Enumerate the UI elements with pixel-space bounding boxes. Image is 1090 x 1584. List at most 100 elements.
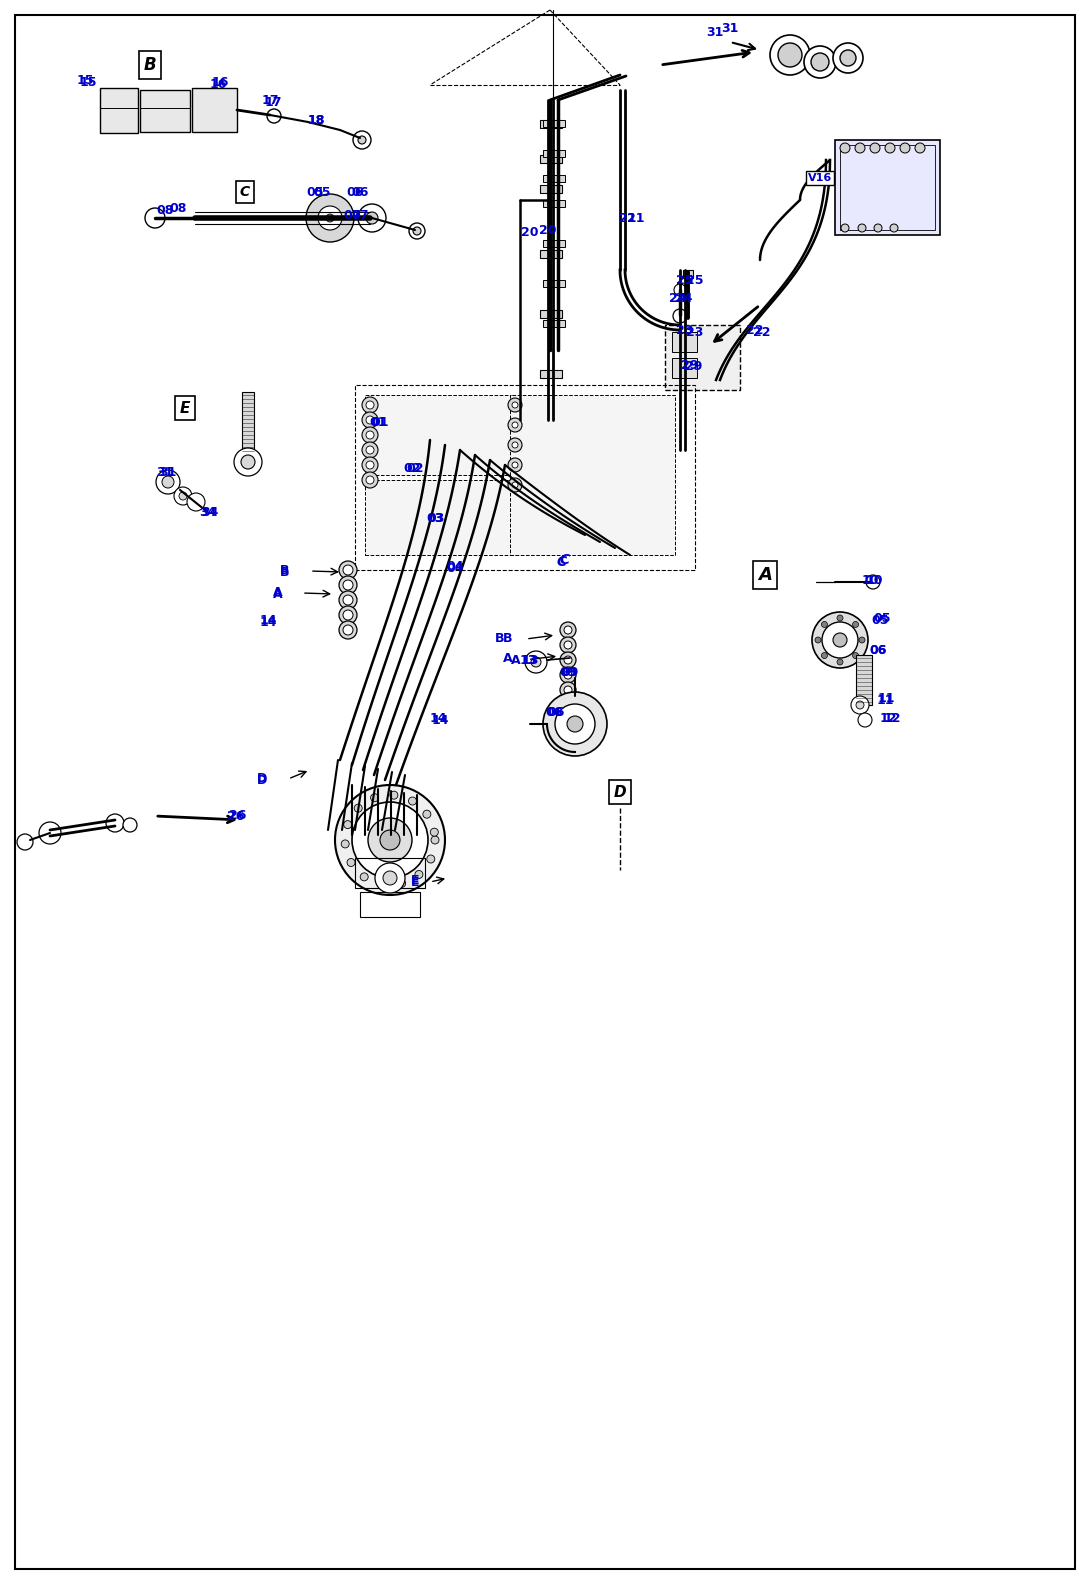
Bar [543, 150, 565, 157]
Circle shape [366, 417, 374, 425]
Text: A: A [758, 565, 772, 584]
Circle shape [560, 637, 576, 653]
Circle shape [366, 212, 378, 223]
Circle shape [512, 402, 518, 409]
Circle shape [398, 879, 405, 887]
Circle shape [778, 43, 802, 67]
Circle shape [812, 611, 868, 668]
Bar [543, 320, 565, 326]
Text: 14: 14 [259, 616, 277, 629]
Text: V16: V16 [808, 173, 832, 184]
Bar [192, 89, 237, 131]
Bar [540, 120, 562, 128]
Circle shape [837, 615, 843, 621]
Circle shape [508, 439, 522, 451]
Bar [355, 385, 695, 570]
Circle shape [841, 223, 849, 231]
Text: 05: 05 [871, 613, 888, 627]
Text: 15: 15 [76, 73, 94, 87]
Text: 05: 05 [873, 611, 891, 624]
Circle shape [508, 478, 522, 493]
Text: 05: 05 [313, 185, 330, 198]
Circle shape [267, 109, 281, 124]
Text: 31: 31 [722, 22, 739, 35]
Text: B: B [504, 632, 512, 645]
Circle shape [106, 814, 124, 832]
Text: 16: 16 [209, 78, 227, 90]
Circle shape [858, 713, 872, 727]
Circle shape [366, 461, 374, 469]
Text: 09: 09 [561, 665, 579, 678]
Circle shape [865, 575, 880, 589]
Text: 13: 13 [519, 654, 536, 667]
Text: C: C [560, 553, 570, 567]
Text: 20: 20 [540, 223, 557, 236]
Text: 06: 06 [545, 705, 562, 719]
Text: A: A [274, 586, 282, 599]
Circle shape [852, 653, 859, 659]
Circle shape [326, 214, 334, 222]
Bar [543, 200, 565, 208]
Circle shape [343, 821, 352, 828]
Text: C: C [240, 185, 250, 200]
Circle shape [341, 840, 349, 847]
Circle shape [431, 828, 438, 836]
Text: 09: 09 [559, 665, 577, 678]
Circle shape [339, 607, 358, 624]
Text: B: B [280, 565, 290, 578]
Circle shape [822, 621, 827, 627]
Circle shape [343, 626, 353, 635]
Text: 07: 07 [343, 209, 361, 222]
Bar [683, 269, 693, 279]
Circle shape [885, 143, 895, 154]
Text: D: D [257, 771, 267, 784]
Bar [540, 155, 562, 163]
Text: 24: 24 [675, 291, 693, 304]
Text: 17: 17 [262, 93, 279, 106]
Circle shape [360, 873, 368, 881]
Circle shape [390, 790, 398, 800]
Circle shape [856, 702, 864, 710]
Bar [835, 139, 940, 234]
Text: E: E [411, 876, 420, 889]
Text: 12: 12 [883, 711, 900, 724]
Circle shape [833, 634, 847, 646]
Text: 15: 15 [80, 76, 97, 89]
Circle shape [413, 227, 421, 234]
Circle shape [39, 822, 61, 844]
Circle shape [366, 431, 374, 439]
Circle shape [564, 626, 572, 634]
Circle shape [804, 46, 836, 78]
Circle shape [837, 659, 843, 665]
Circle shape [378, 881, 386, 889]
Circle shape [874, 223, 882, 231]
Text: 14: 14 [259, 613, 277, 627]
Circle shape [145, 208, 165, 228]
Text: 34: 34 [199, 505, 217, 518]
Text: 22: 22 [747, 323, 764, 336]
Text: B: B [144, 55, 156, 74]
Text: A: A [274, 588, 282, 600]
Circle shape [560, 623, 576, 638]
Bar [543, 280, 565, 287]
Circle shape [352, 802, 428, 878]
Text: 22: 22 [753, 325, 771, 339]
Text: 14: 14 [429, 711, 447, 724]
Text: 04: 04 [446, 561, 463, 575]
Circle shape [339, 621, 358, 638]
Text: 23: 23 [676, 323, 693, 336]
Circle shape [318, 206, 342, 230]
Circle shape [187, 493, 205, 512]
Circle shape [560, 683, 576, 699]
Text: 21: 21 [627, 212, 645, 225]
Circle shape [858, 223, 865, 231]
Circle shape [555, 703, 595, 744]
Bar [540, 250, 562, 258]
Text: 02: 02 [407, 461, 424, 475]
Circle shape [891, 223, 898, 231]
Text: A: A [504, 651, 512, 665]
Bar [540, 185, 562, 193]
Circle shape [560, 667, 576, 683]
Text: 31: 31 [156, 466, 173, 478]
Circle shape [339, 561, 358, 580]
